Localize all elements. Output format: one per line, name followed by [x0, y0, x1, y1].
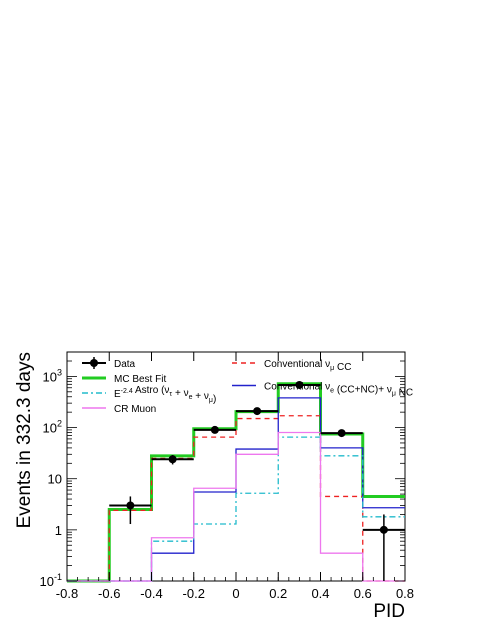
data-point [168, 455, 177, 464]
x-tick-label: -0.8 [56, 586, 78, 601]
y-tick-label: 10-1 [40, 572, 62, 589]
x-axis-title: PID [373, 601, 405, 622]
legend-label-astro: E-2.4 Astro (ντ + νe + νμ) [114, 385, 216, 405]
x-tick-label: 0 [232, 586, 239, 601]
legend-label-mc: MC Best Fit [114, 374, 166, 385]
x-tick-label: 0.4 [311, 586, 329, 601]
data-point [126, 501, 135, 510]
y-axis-title: Events in 332.3 days [14, 352, 35, 528]
legend-swatch-data-marker [90, 359, 98, 367]
legend-label-conv_numu: Conventional νμ CC [264, 359, 351, 373]
x-tick-label: -0.4 [140, 586, 162, 601]
data-point [253, 407, 262, 416]
x-tick-label: 0.6 [354, 586, 372, 601]
x-tick-label: -0.6 [98, 586, 120, 601]
x-tick-label: 0.2 [269, 586, 287, 601]
x-tick-label: 0.8 [396, 586, 414, 601]
series-conv_numu [67, 415, 405, 582]
y-tick-label: 103 [43, 367, 62, 384]
data-point [379, 525, 388, 534]
x-tick-label: -0.2 [183, 586, 205, 601]
y-tick-label: 10 [48, 472, 62, 487]
legend-label-data: Data [114, 359, 136, 370]
data-point [210, 425, 219, 434]
series-astro [67, 436, 405, 582]
data-point [337, 429, 346, 438]
data-point [295, 380, 304, 389]
y-tick-label: 102 [43, 419, 62, 436]
series-crmuon [67, 431, 405, 582]
legend-label-conv_nue: Conventional νe (CC+NC)+ νμ NC [264, 382, 413, 399]
axes-layer: -0.8 -0.6 -0.4 -0.2 0 0.2 0.4 0.6 0.8 10-1 1 10 102 1… [40, 351, 414, 601]
y-tick-label: 1 [55, 523, 62, 538]
legend-label-crmuon: CR Muon [114, 404, 156, 415]
